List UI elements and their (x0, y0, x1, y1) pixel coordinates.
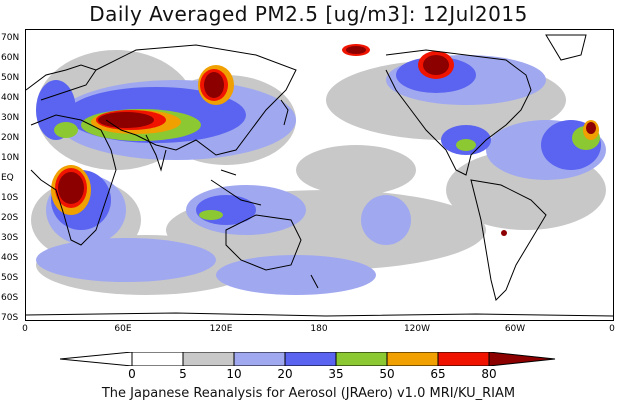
colorbar-segment-5 (335, 352, 388, 366)
colorbar-segment-8 (488, 352, 556, 366)
lat-label: 20N (1, 133, 20, 143)
lat-label: 40S (1, 253, 19, 263)
lon-label: 60W (504, 324, 526, 334)
colorbar-segment-1 (131, 352, 184, 366)
pm25-map (25, 29, 614, 321)
colorbar-tick: 80 (481, 367, 497, 381)
lon-label: 180 (310, 324, 328, 334)
footer-caption: The Japanese Reanalysis for Aerosol (JRA… (101, 386, 516, 401)
colorbar-tick: 0 (128, 367, 136, 381)
lon-label: 120E (209, 324, 233, 334)
colorbar-tick: 10 (226, 367, 242, 381)
colorbar-segment-2 (182, 352, 235, 366)
colorbar-segment-0 (60, 352, 133, 366)
lon-label: 120W (403, 324, 431, 334)
colorbar-segment-3 (233, 352, 286, 366)
lat-label: 70S (1, 313, 19, 323)
colorbar-segment-4 (284, 352, 337, 366)
lat-label: 70N (1, 33, 20, 43)
concentration-80-plus-layer (58, 46, 596, 236)
lat-label: 50N (1, 73, 20, 83)
lat-label: 60S (1, 293, 19, 303)
lon-label: 60E (114, 324, 132, 334)
lat-label: 40N (1, 93, 20, 103)
coastline-layer (26, 34, 613, 317)
lat-label: 30N (1, 113, 20, 123)
lat-label: 10N (1, 153, 20, 163)
map-canvas (26, 34, 613, 317)
lat-label: 10S (1, 193, 19, 203)
colorbar-tick: 50 (379, 367, 395, 381)
lat-label: 50S (1, 273, 19, 283)
lon-label: 0 (22, 324, 28, 334)
colorbar-segment-6 (386, 352, 439, 366)
map-title: Daily Averaged PM2.5 [ug/m3]: 12Jul2015 (89, 2, 528, 26)
lat-label: EQ (1, 173, 14, 183)
colorbar-segment-7 (437, 352, 490, 366)
colorbar-tick: 20 (277, 367, 293, 381)
lat-label: 20S (1, 213, 19, 223)
lat-label: 60N (1, 53, 20, 63)
lon-label: 0 (609, 324, 615, 334)
colorbar-tick: 65 (430, 367, 446, 381)
colorbar-tick: 5 (179, 367, 187, 381)
colorbar (60, 352, 556, 366)
lat-label: 30S (1, 233, 19, 243)
colorbar-tick: 35 (328, 367, 344, 381)
